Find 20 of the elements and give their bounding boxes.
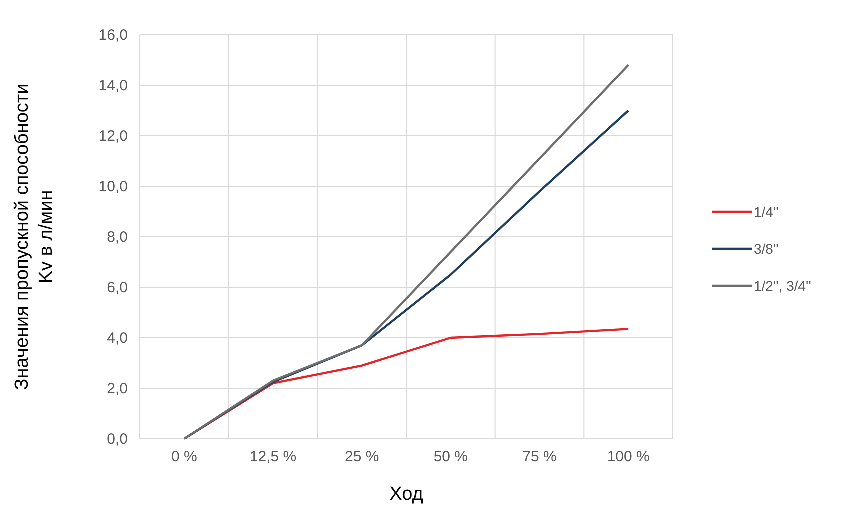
- y-tick-label: 10,0: [98, 178, 128, 196]
- legend-label: 3/8'': [754, 241, 779, 257]
- y-tick-label: 2,0: [107, 380, 128, 398]
- y-tick-label: 4,0: [107, 330, 128, 347]
- y-tick-label: 0,0: [107, 430, 128, 448]
- legend-label: 1/4'': [754, 204, 779, 220]
- y-tick-label: 16,0: [98, 26, 128, 44]
- x-tick-label: 25 %: [344, 448, 380, 466]
- y-axis-title: Значения пропускной способности Kv в л/мин: [12, 84, 57, 390]
- legend-label: 1/2'', 3/4'': [754, 278, 812, 294]
- y-tick-label: 12,0: [98, 128, 128, 145]
- x-axis-title: Ход: [390, 484, 424, 505]
- x-tick-label: 12,5 %: [250, 448, 297, 466]
- x-tick-label: 75 %: [522, 448, 557, 466]
- y-tick-label: 6,0: [107, 279, 128, 296]
- y-tick-label: 14,0: [98, 77, 128, 94]
- x-tick-label: 100 %: [607, 448, 650, 466]
- x-tick-label: 50 %: [434, 448, 468, 466]
- y-tick-label: 8,0: [107, 228, 128, 246]
- x-tick-label: 0 %: [171, 448, 198, 466]
